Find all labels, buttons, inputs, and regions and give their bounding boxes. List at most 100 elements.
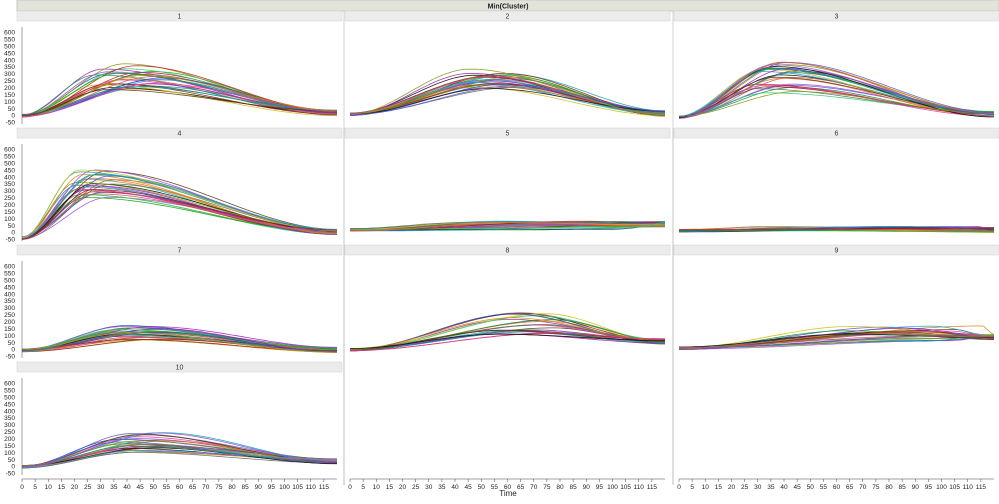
y-tick-label: -50 bbox=[6, 471, 16, 478]
y-tick-label: 500 bbox=[4, 43, 15, 50]
x-tick-label: 35 bbox=[767, 484, 775, 491]
y-tick-label: 350 bbox=[4, 64, 15, 71]
y-tick-label: 250 bbox=[4, 78, 15, 85]
y-tick-label: 100 bbox=[4, 99, 15, 106]
x-tick-label: 100 bbox=[607, 484, 618, 491]
x-tick-label: 55 bbox=[820, 484, 828, 491]
x-tick-label: 35 bbox=[438, 484, 446, 491]
x-tick-label: 85 bbox=[570, 484, 578, 491]
x-tick-label: 95 bbox=[925, 484, 933, 491]
x-tick-label: 95 bbox=[596, 484, 604, 491]
x-tick-label: 70 bbox=[530, 484, 538, 491]
y-tick-label: 400 bbox=[4, 291, 15, 298]
x-tick-label: 60 bbox=[833, 484, 841, 491]
x-tick-label: 20 bbox=[71, 484, 79, 491]
x-tick-label: 65 bbox=[517, 484, 525, 491]
x-tick-label: 60 bbox=[176, 484, 184, 491]
panel-label: 8 bbox=[506, 248, 510, 255]
x-tick-label: 105 bbox=[949, 484, 960, 491]
x-tick-label: 45 bbox=[794, 484, 802, 491]
y-tick-label: 500 bbox=[4, 160, 15, 167]
x-tick-label: 75 bbox=[872, 484, 880, 491]
x-tick-label: 110 bbox=[306, 484, 317, 491]
y-tick-label: 600 bbox=[4, 30, 15, 37]
y-tick-label: 350 bbox=[4, 415, 15, 422]
y-tick-label: 400 bbox=[4, 57, 15, 64]
x-tick-label: 90 bbox=[583, 484, 591, 491]
y-tick-label: 500 bbox=[4, 277, 15, 284]
x-tick-label: 75 bbox=[543, 484, 551, 491]
y-tick-label: 0 bbox=[11, 230, 15, 237]
x-tick-label: 30 bbox=[754, 484, 762, 491]
y-tick-label: 150 bbox=[4, 443, 15, 450]
x-tick-label: 25 bbox=[412, 484, 420, 491]
y-tick-label: -50 bbox=[6, 354, 16, 361]
y-tick-label: 600 bbox=[4, 381, 15, 388]
y-tick-label: 50 bbox=[8, 340, 16, 347]
x-tick-label: 90 bbox=[255, 484, 263, 491]
series-line bbox=[22, 194, 337, 239]
y-tick-label: 300 bbox=[4, 305, 15, 312]
series-line bbox=[350, 84, 665, 115]
y-tick-label: 600 bbox=[4, 264, 15, 271]
x-tick-label: 25 bbox=[741, 484, 749, 491]
x-tick-label: 115 bbox=[976, 484, 987, 491]
x-tick-label: 10 bbox=[702, 484, 710, 491]
x-tick-label: 20 bbox=[399, 484, 407, 491]
y-tick-label: 450 bbox=[4, 167, 15, 174]
panel-label: 7 bbox=[178, 248, 182, 255]
y-tick-label: 350 bbox=[4, 298, 15, 305]
y-tick-label: 250 bbox=[4, 312, 15, 319]
y-tick-label: 450 bbox=[4, 284, 15, 291]
panel-label: 6 bbox=[835, 131, 839, 138]
x-tick-label: 0 bbox=[677, 484, 681, 491]
y-tick-label: 300 bbox=[4, 188, 15, 195]
x-tick-label: 55 bbox=[491, 484, 499, 491]
x-tick-label: 0 bbox=[20, 484, 24, 491]
y-tick-label: 450 bbox=[4, 401, 15, 408]
x-tick-label: 105 bbox=[620, 484, 631, 491]
panel-label: 1 bbox=[178, 14, 182, 21]
x-tick-label: 35 bbox=[110, 484, 118, 491]
x-tick-label: 50 bbox=[150, 484, 158, 491]
y-tick-label: 0 bbox=[11, 113, 15, 120]
y-tick-label: 0 bbox=[11, 464, 15, 471]
x-tick-label: 100 bbox=[279, 484, 290, 491]
x-tick-label: 80 bbox=[556, 484, 564, 491]
y-tick-label: -50 bbox=[6, 120, 16, 127]
x-tick-label: 45 bbox=[137, 484, 145, 491]
y-tick-label: 150 bbox=[4, 326, 15, 333]
y-tick-label: 200 bbox=[4, 202, 15, 209]
y-tick-label: 250 bbox=[4, 195, 15, 202]
x-tick-label: 105 bbox=[292, 484, 303, 491]
panel-label: 2 bbox=[506, 14, 510, 21]
x-tick-label: 70 bbox=[859, 484, 867, 491]
y-tick-label: 450 bbox=[4, 50, 15, 57]
panel-label: 4 bbox=[178, 131, 182, 138]
x-tick-label: 30 bbox=[425, 484, 433, 491]
header-title: Min(Cluster) bbox=[488, 4, 529, 11]
y-tick-label: 350 bbox=[4, 181, 15, 188]
x-tick-label: 40 bbox=[123, 484, 131, 491]
x-tick-label: 5 bbox=[361, 484, 365, 491]
series-line bbox=[350, 86, 665, 115]
x-tick-label: 50 bbox=[807, 484, 815, 491]
panel-label: 3 bbox=[835, 14, 839, 21]
x-tick-label: 85 bbox=[899, 484, 907, 491]
y-tick-label: 400 bbox=[4, 174, 15, 181]
y-tick-label: 250 bbox=[4, 429, 15, 436]
y-tick-label: 200 bbox=[4, 85, 15, 92]
y-tick-label: 400 bbox=[4, 408, 15, 415]
y-tick-label: 200 bbox=[4, 436, 15, 443]
y-tick-label: 550 bbox=[4, 36, 15, 43]
x-tick-label: 15 bbox=[715, 484, 723, 491]
x-tick-label: 15 bbox=[386, 484, 394, 491]
x-tick-label: 40 bbox=[451, 484, 459, 491]
y-tick-label: 550 bbox=[4, 153, 15, 160]
x-tick-label: 115 bbox=[647, 484, 658, 491]
x-tick-label: 110 bbox=[963, 484, 974, 491]
y-tick-label: 150 bbox=[4, 209, 15, 216]
x-tick-label: 5 bbox=[33, 484, 37, 491]
